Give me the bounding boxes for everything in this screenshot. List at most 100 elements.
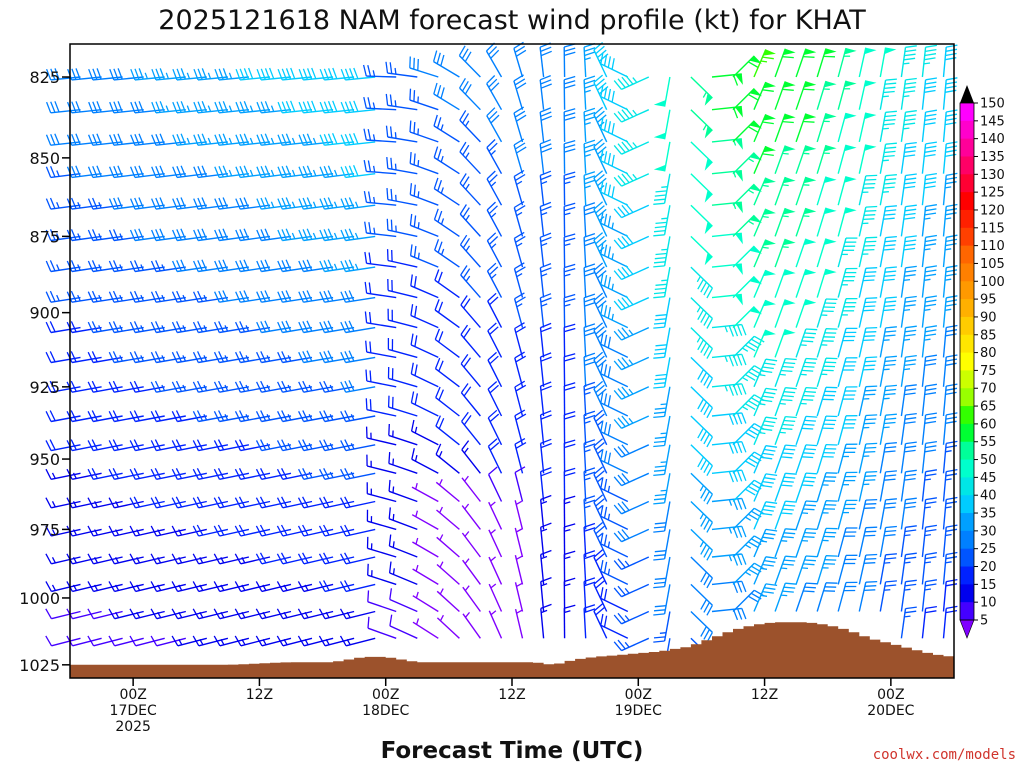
wind-barb (433, 146, 460, 175)
credit-text: coolwx.com/models (873, 747, 1016, 763)
wind-barb (150, 553, 186, 565)
wind-barb (653, 473, 671, 505)
wind-barb (690, 556, 713, 589)
wind-barb (879, 205, 897, 237)
wind-barb (150, 608, 186, 620)
wind-barb (774, 238, 796, 268)
wind-barb (858, 112, 877, 143)
wind-barb (108, 553, 144, 565)
wind-barb (653, 76, 671, 107)
wind-barb (583, 232, 596, 268)
wind-barb (593, 201, 608, 237)
wind-barb (816, 500, 838, 530)
wind-barb (942, 383, 958, 417)
wind-barb (539, 438, 552, 474)
wind-barb (462, 558, 481, 585)
wind-barb (435, 443, 460, 474)
wind-barb (690, 235, 713, 266)
wind-barb (900, 384, 917, 417)
wind-barb (593, 292, 608, 328)
wind-barb (942, 44, 958, 78)
wind-barb (690, 386, 713, 419)
wind-barb (753, 49, 776, 78)
terrain-area (70, 622, 954, 678)
wind-barb (388, 423, 418, 446)
wind-barb (653, 529, 671, 561)
y-tick-label: 850 (29, 149, 60, 168)
wind-barb (129, 260, 165, 273)
wind-barb (129, 635, 165, 647)
wind-barb (319, 290, 355, 303)
wind-barb (879, 142, 897, 174)
wind-barb (486, 107, 503, 143)
wind-barb (653, 415, 671, 448)
wind-barb (340, 380, 376, 393)
wind-barb (563, 293, 576, 328)
wind-barb (711, 323, 747, 337)
wind-barb (192, 380, 229, 393)
wind-barb (563, 467, 576, 502)
colorbar-label: 150 (980, 97, 1005, 112)
wind-barb (837, 327, 858, 358)
wind-barb (488, 529, 503, 558)
wind-barb (613, 583, 650, 598)
wind-barb (45, 290, 81, 303)
wind-barb (459, 77, 481, 111)
wind-barb (340, 259, 376, 273)
colorbar-label: 140 (980, 132, 1005, 147)
wind-barb (235, 351, 271, 364)
wind-barb (690, 173, 713, 203)
wind-barb (460, 324, 481, 358)
wind-barb (942, 265, 958, 298)
wind-barb (340, 350, 376, 364)
wind-barb (879, 355, 897, 387)
wind-barb (255, 524, 292, 537)
wind-barb (879, 525, 897, 558)
wind-barb (255, 552, 292, 565)
wind-barb (711, 138, 743, 150)
wind-barb (900, 552, 917, 585)
wind-barb (213, 380, 250, 393)
wind-barb (613, 356, 650, 371)
wind-barb (298, 468, 334, 480)
wind-barb (753, 145, 776, 174)
wind-barb (234, 410, 271, 423)
wind-barb (921, 440, 938, 474)
wind-barb (600, 211, 629, 238)
wind-barb (129, 380, 165, 393)
wind-barb (366, 509, 397, 531)
wind-barb (150, 635, 186, 647)
wind-barb (774, 81, 796, 110)
wind-barb (213, 581, 250, 593)
colorbar-swatch (960, 263, 974, 282)
wind-barb (108, 260, 144, 273)
wind-barb (600, 242, 629, 268)
colorbar-label: 65 (980, 400, 997, 415)
colorbar-swatch (960, 530, 974, 550)
wind-barb (613, 203, 650, 219)
wind-barb (653, 386, 671, 419)
colorbar-swatch (960, 352, 974, 371)
wind-barb (277, 380, 313, 393)
wind-barb (340, 100, 376, 114)
wind-barb (942, 440, 958, 474)
wind-barb (409, 152, 439, 175)
wind-barb (858, 414, 878, 445)
wind-barb (600, 362, 629, 388)
colorbar-swatch (960, 406, 974, 425)
y-tick-label: 825 (29, 68, 60, 87)
wind-barb (214, 290, 250, 303)
colorbar-label: 120 (980, 203, 1005, 218)
wind-barb (942, 605, 958, 639)
wind-barb (340, 496, 376, 509)
wind-barb (690, 610, 713, 643)
wind-barb (276, 581, 313, 593)
wind-barb (319, 350, 355, 364)
wind-barb (108, 635, 144, 647)
wind-barb (942, 354, 958, 387)
wind-barb (539, 139, 553, 174)
wind-barb (319, 496, 355, 509)
wind-barb (732, 275, 762, 299)
wind-barb (753, 299, 776, 328)
wind-barb (410, 391, 439, 417)
